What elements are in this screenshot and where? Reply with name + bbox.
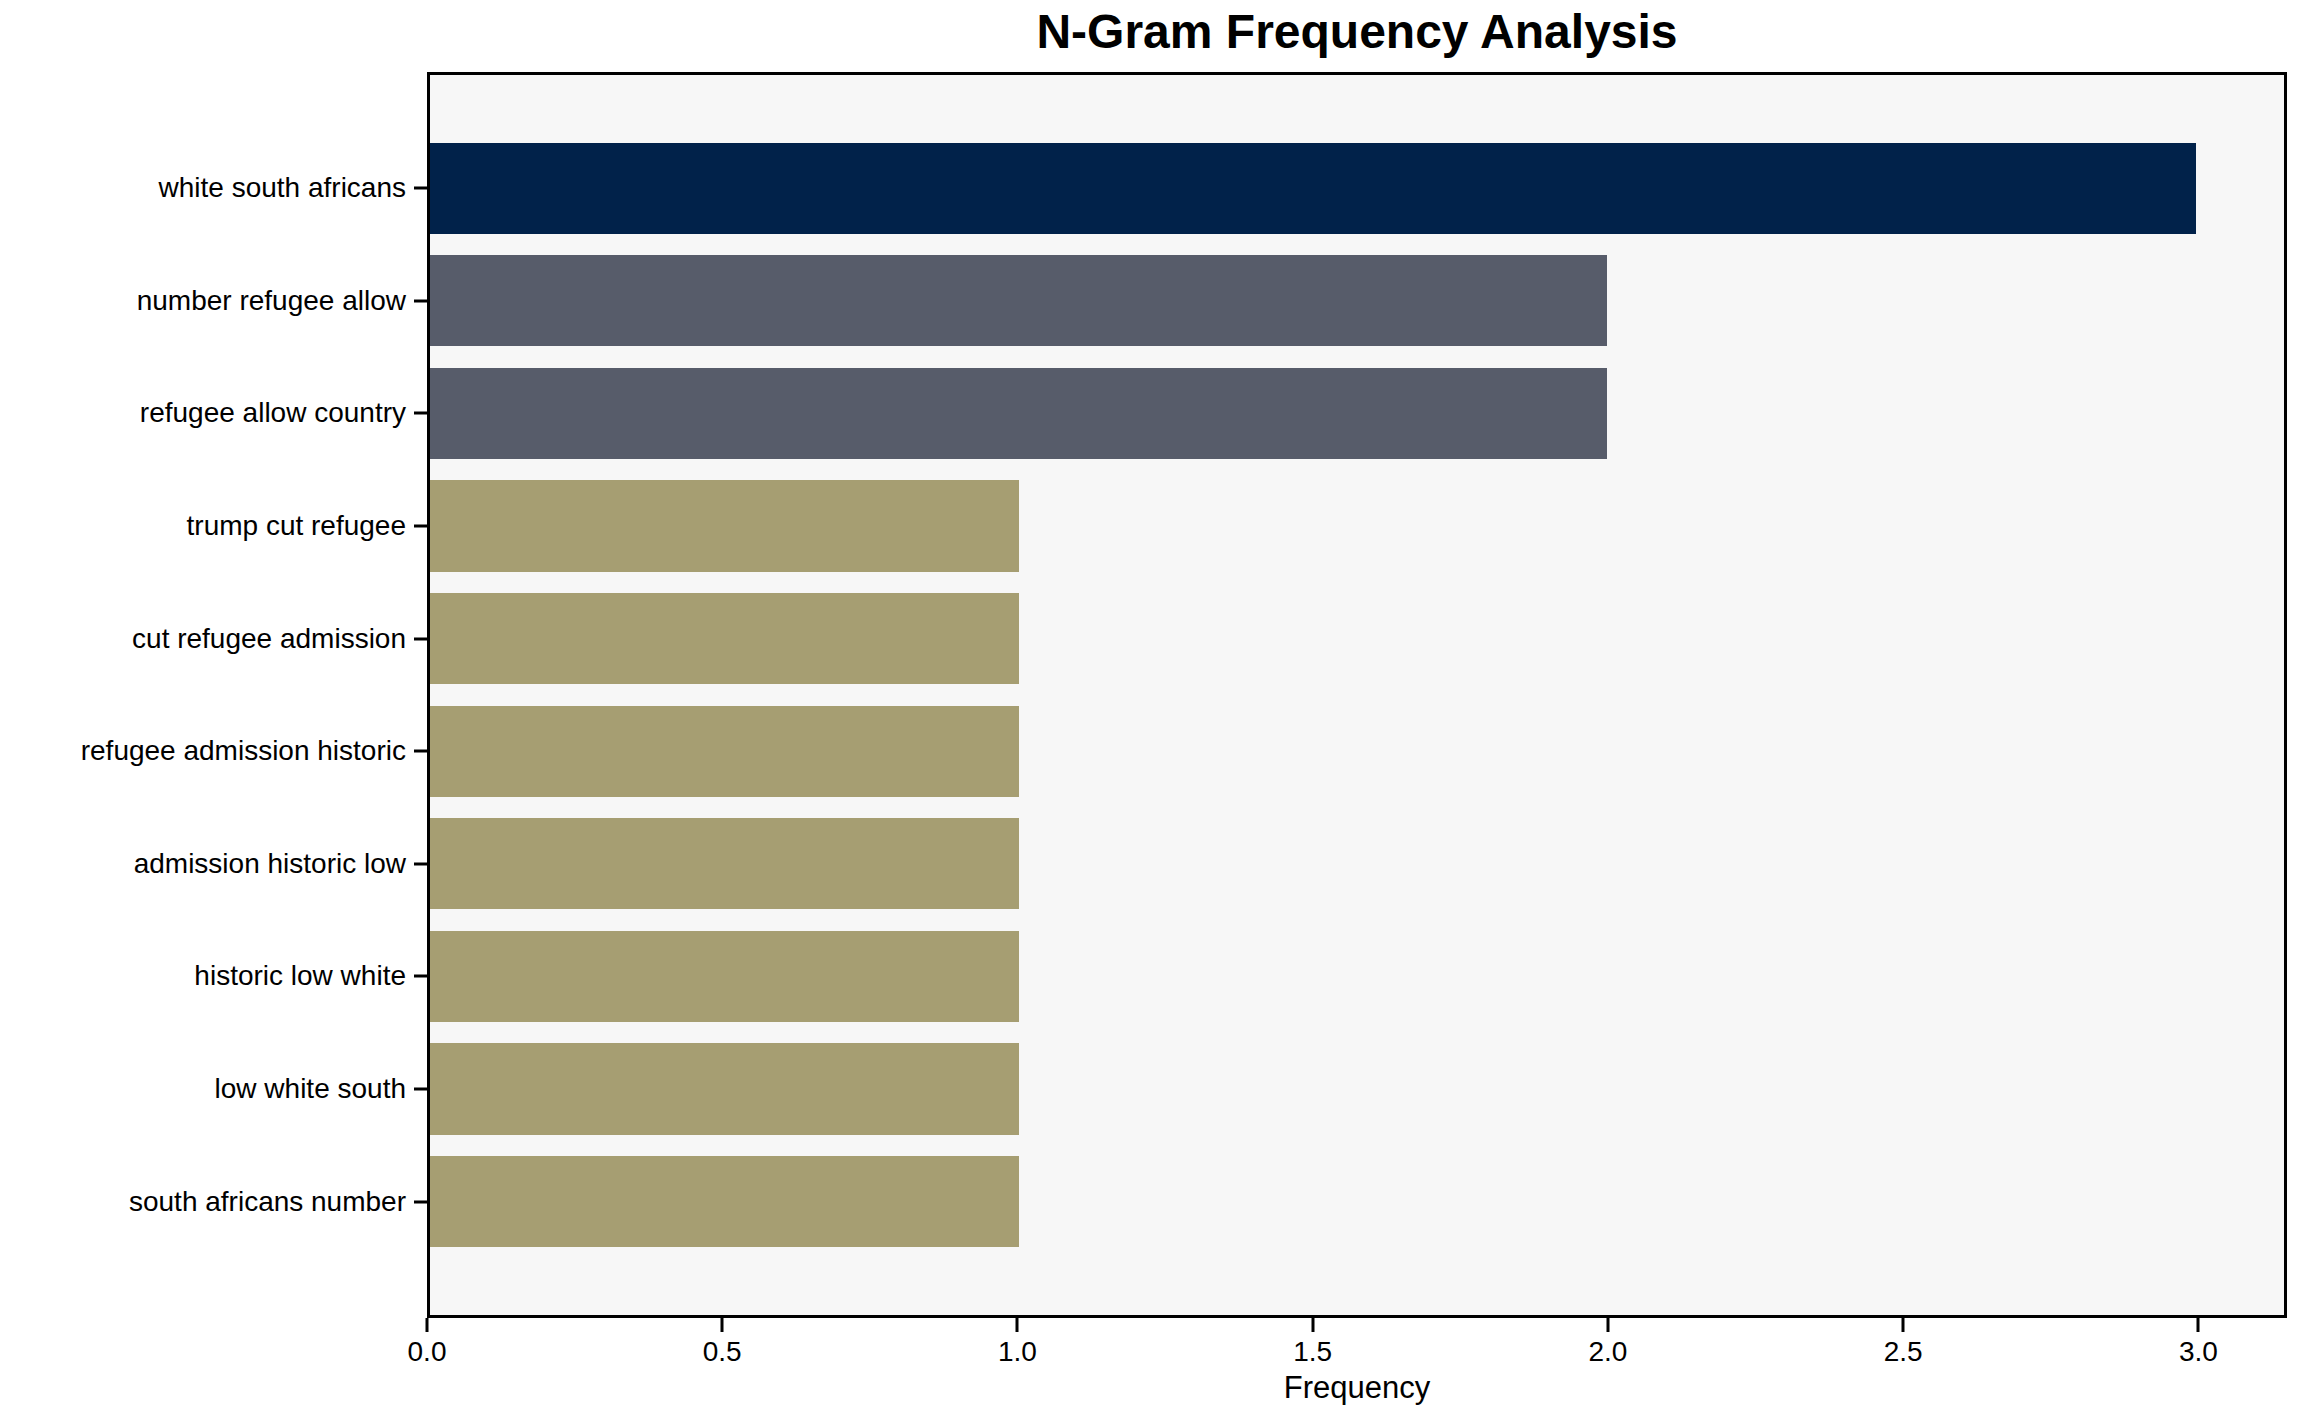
bars-container: white south africansnumber refugee allow… xyxy=(430,75,2284,1315)
category-label: trump cut refugee xyxy=(187,510,406,542)
category-label: south africans number xyxy=(129,1186,406,1218)
x-tick xyxy=(2197,1318,2200,1332)
frequency-bar xyxy=(430,143,2196,234)
bar-row: refugee admission historic xyxy=(430,695,2284,808)
y-tick xyxy=(414,187,427,190)
bar-row: low white south xyxy=(430,1033,2284,1146)
category-label: admission historic low xyxy=(134,848,406,880)
x-tick-label: 0.0 xyxy=(408,1336,447,1368)
category-label: refugee admission historic xyxy=(81,735,406,767)
x-tick xyxy=(1606,1318,1609,1332)
x-tick-label: 1.5 xyxy=(1293,1336,1332,1368)
y-tick xyxy=(414,1088,427,1091)
bar-row: historic low white xyxy=(430,920,2284,1033)
x-tick xyxy=(1016,1318,1019,1332)
bar-row: trump cut refugee xyxy=(430,470,2284,583)
y-tick xyxy=(414,637,427,640)
bar-row: admission historic low xyxy=(430,808,2284,921)
category-label: white south africans xyxy=(159,172,406,204)
frequency-bar xyxy=(430,706,1019,797)
x-tick-label: 1.0 xyxy=(998,1336,1037,1368)
y-tick xyxy=(414,412,427,415)
x-tick-label: 0.5 xyxy=(703,1336,742,1368)
frequency-bar xyxy=(430,368,1607,459)
x-tick-label: 3.0 xyxy=(2179,1336,2218,1368)
frequency-bar xyxy=(430,255,1607,346)
x-tick xyxy=(721,1318,724,1332)
x-tick xyxy=(1902,1318,1905,1332)
x-tick xyxy=(426,1318,429,1332)
bar-row: refugee allow country xyxy=(430,357,2284,470)
category-label: refugee allow country xyxy=(140,397,406,429)
category-label: cut refugee admission xyxy=(132,623,406,655)
y-tick xyxy=(414,299,427,302)
y-tick xyxy=(414,525,427,528)
plot-area: white south africansnumber refugee allow… xyxy=(427,72,2287,1318)
frequency-bar xyxy=(430,931,1019,1022)
frequency-bar xyxy=(430,818,1019,909)
frequency-bar xyxy=(430,1156,1019,1247)
x-tick-label: 2.5 xyxy=(1884,1336,1923,1368)
frequency-bar xyxy=(430,480,1019,571)
chart-title: N-Gram Frequency Analysis xyxy=(427,4,2287,59)
y-tick xyxy=(414,975,427,978)
x-axis-title: Frequency xyxy=(427,1370,2287,1406)
y-tick xyxy=(414,750,427,753)
category-label: low white south xyxy=(215,1073,406,1105)
y-tick xyxy=(414,862,427,865)
y-tick xyxy=(414,1200,427,1203)
bar-row: south africans number xyxy=(430,1145,2284,1258)
frequency-bar xyxy=(430,593,1019,684)
bar-row: cut refugee admission xyxy=(430,582,2284,695)
category-label: number refugee allow xyxy=(137,285,406,317)
category-label: historic low white xyxy=(194,960,406,992)
x-tick-label: 2.0 xyxy=(1588,1336,1627,1368)
frequency-bar xyxy=(430,1043,1019,1134)
bar-row: white south africans xyxy=(430,132,2284,245)
figure: N-Gram Frequency Analysis white south af… xyxy=(0,0,2306,1414)
x-tick xyxy=(1311,1318,1314,1332)
bar-row: number refugee allow xyxy=(430,245,2284,358)
